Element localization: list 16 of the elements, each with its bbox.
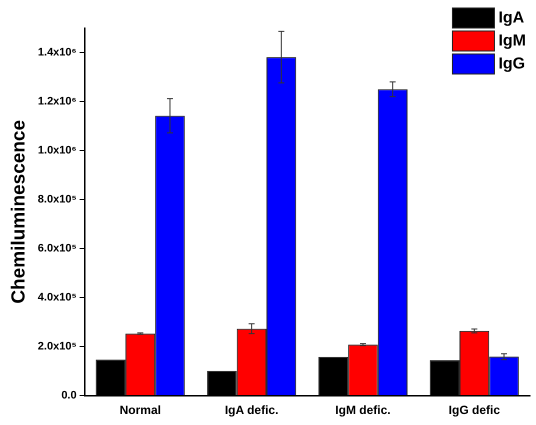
- x-tick-label: IgG defic: [448, 403, 500, 418]
- y-tick-label: 1.4x10⁶: [38, 46, 77, 59]
- y-tick-label: 8.0x10⁵: [38, 194, 77, 206]
- y-tick-label: 1.0x10⁶: [38, 144, 77, 157]
- y-tick-label: 4.0x10⁵: [38, 292, 77, 304]
- y-tick-label: 6.0x10⁵: [38, 242, 77, 255]
- legend-label: IgM: [498, 32, 526, 50]
- y-tick-label: 1.2x10⁶: [38, 96, 77, 108]
- y-tick-label: 0.0: [61, 390, 77, 402]
- legend-label: IgA: [498, 9, 525, 26]
- y-tick-label: 2.0x10⁵: [38, 340, 77, 353]
- x-tick-label: IgM defic.: [335, 403, 391, 418]
- x-tick-label: Normal: [120, 403, 161, 418]
- x-tick-label: IgA defic.: [224, 403, 278, 418]
- y-axis-title: Chemiluminescence: [8, 120, 30, 304]
- legend-label: IgG: [498, 55, 526, 72]
